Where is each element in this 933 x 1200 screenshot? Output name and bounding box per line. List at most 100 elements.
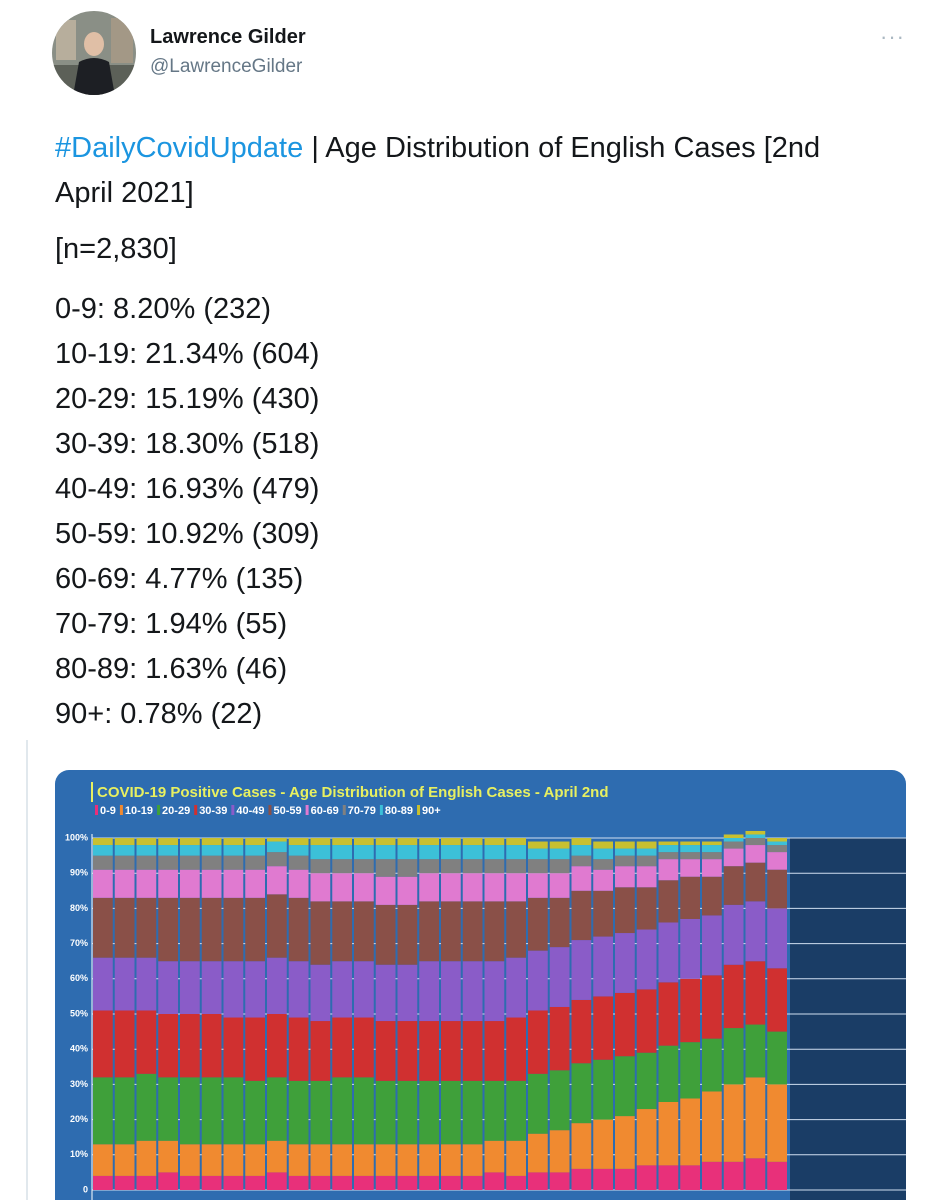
bar-segment	[615, 848, 635, 856]
bar-segment	[636, 989, 657, 1053]
bar-segment	[354, 1077, 374, 1145]
bar-segment	[441, 1021, 461, 1081]
bar-segment	[245, 1175, 265, 1190]
bar-segment	[245, 1017, 265, 1081]
bar-segment	[745, 1077, 766, 1159]
bar-segment	[114, 1175, 135, 1190]
bar-segment	[549, 1172, 570, 1190]
age-line: 10-19: 21.34% (604)	[55, 338, 320, 370]
bar-segment	[288, 838, 309, 846]
bar-segment	[767, 852, 787, 870]
bar-segment	[462, 961, 483, 1022]
bar-segment	[484, 961, 505, 1022]
bar-segment	[571, 1063, 592, 1124]
bar-segment	[136, 838, 157, 846]
bar-segment	[549, 848, 570, 860]
bar-segment	[93, 1175, 113, 1190]
bar-segment	[441, 873, 461, 902]
bar-segment	[484, 1140, 505, 1173]
bar-segment	[441, 961, 461, 1022]
bar-segment	[506, 859, 526, 874]
y-tick-label: 90%	[70, 868, 88, 878]
bar-segment	[615, 887, 635, 934]
bar-segment	[767, 1084, 787, 1162]
bar-segment	[397, 1021, 418, 1081]
bar-segment	[593, 841, 613, 849]
bar-segment	[397, 1144, 418, 1176]
bar-segment	[267, 894, 287, 958]
bar-segment	[375, 904, 396, 965]
bar-segment	[745, 901, 766, 962]
bar-segment	[180, 845, 200, 856]
bar-segment	[462, 1144, 483, 1176]
user-name[interactable]: Lawrence Gilder	[150, 26, 306, 48]
bar-segment	[571, 845, 592, 856]
y-tick-label: 20%	[70, 1114, 88, 1124]
y-tick-label: 80%	[70, 903, 88, 913]
bar-segment	[549, 1006, 570, 1071]
bar-segment	[636, 866, 657, 888]
bar-segment	[549, 1070, 570, 1131]
bar-segment	[223, 845, 244, 856]
bar-segment	[158, 961, 178, 1014]
legend-label: 60-69	[311, 805, 339, 817]
bar-segment	[114, 1144, 135, 1176]
bar-segment	[767, 845, 787, 853]
bar-segment	[180, 1175, 200, 1190]
bar-segment	[136, 1175, 157, 1190]
y-tick-label: 50%	[70, 1008, 88, 1018]
bar-segment	[462, 873, 483, 902]
bar-segment	[615, 855, 635, 867]
age-line: 0-9: 8.20% (232)	[55, 293, 272, 325]
bar-segment	[767, 1031, 787, 1085]
bar-segment	[288, 1080, 309, 1145]
bar-segment	[180, 897, 200, 962]
y-tick-label: 100%	[65, 832, 88, 842]
bar-segment	[571, 999, 592, 1064]
bar-segment	[441, 845, 461, 860]
bar-segment	[462, 845, 483, 860]
bar-segment	[93, 855, 113, 870]
bar-segment	[571, 1123, 592, 1169]
bar-segment	[528, 1133, 548, 1173]
bar-segment	[441, 859, 461, 874]
bar-segment	[114, 897, 135, 958]
avatar[interactable]	[51, 10, 137, 96]
bar-segment	[397, 845, 418, 860]
more-menu[interactable]: ···	[880, 24, 905, 49]
bar-segment	[201, 855, 222, 870]
bar-segment	[636, 1165, 657, 1190]
bar-segment	[201, 869, 222, 898]
chart[interactable]: COVID-19 Positive Cases - Age Distributi…	[55, 770, 906, 1200]
bar-segment	[180, 869, 200, 898]
bar-segment	[158, 838, 178, 846]
age-line: 50-59: 10.92% (309)	[55, 518, 320, 550]
bar-segment	[332, 1017, 352, 1078]
bar-segment	[593, 859, 613, 870]
bar-segment	[484, 1021, 505, 1081]
bar-segment	[245, 838, 265, 846]
bar-segment	[397, 904, 418, 965]
bar-segment	[680, 841, 700, 846]
bar-segment	[114, 845, 135, 856]
bar-segment	[114, 957, 135, 1011]
bar-segment	[267, 866, 287, 895]
bar-segment	[745, 845, 766, 863]
hashtag[interactable]: #DailyCovidUpdate	[55, 132, 304, 164]
bar-segment	[354, 961, 374, 1018]
user-handle[interactable]: @LawrenceGilder	[150, 56, 303, 77]
bar-segment	[93, 845, 113, 856]
legend-label: 80-89	[385, 805, 413, 817]
bar-segment	[484, 873, 505, 902]
age-line: 80-89: 1.63% (46)	[55, 653, 288, 685]
bar-segment	[549, 859, 570, 874]
bar-segment	[354, 859, 374, 874]
bar-segment	[114, 855, 135, 870]
bar-segment	[375, 1144, 396, 1176]
bar-segment	[636, 1052, 657, 1110]
legend-swatch	[342, 805, 346, 815]
bar-segment	[462, 1175, 483, 1190]
bar-segment	[332, 901, 352, 962]
bar-segment	[767, 1161, 787, 1190]
bar-segment	[397, 1175, 418, 1190]
